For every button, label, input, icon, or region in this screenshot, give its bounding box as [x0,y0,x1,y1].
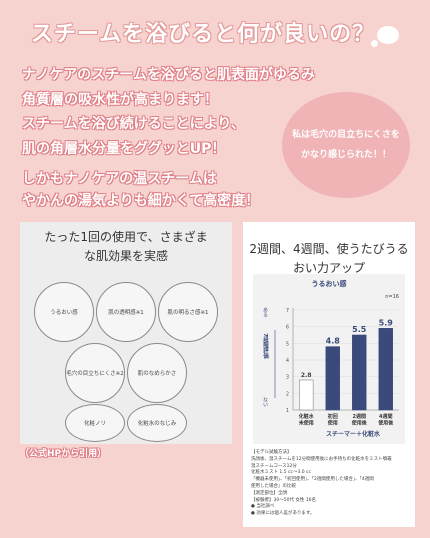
note-line: 【被験者】30～50代 女性 16名 [251,497,317,503]
note-line: ● 当社調べ [251,504,275,510]
y-label-top: ある [262,307,268,317]
note-line: ● 効果には個人差があります。 [251,511,315,517]
x-tick-label: 初回 [328,413,338,420]
notes: 【モデル試験方法】 洗顔後、温スチームを12分間使用後にお手持ちの化粧水をミスト… [251,450,411,518]
note-line: 【モデル試験方法】 [251,450,292,455]
bar [299,379,314,411]
bar-value-label: 5.5 [352,325,367,334]
effect-clarity: 肌の透明感※1 [96,282,156,342]
x-tick-label: 2週間 [353,413,366,420]
effect-makeup: 化粧ノリ [65,404,125,442]
note-line: 【測定部位】全顔 [251,490,287,496]
effect-lotion: 化粧水のなじみ [127,404,187,442]
effects-panel: たった1回の使用で、さまざま な肌効果を実感 うるおい感 肌の透明感※1 肌の明… [20,222,232,444]
moisture-title-line: 2週間、4週間、使うたびうる [249,242,409,256]
effects-panel-title: たった1回の使用で、さまざま な肌効果を実感 [20,228,232,266]
quote-line: かなり感じられた！！ [300,150,391,160]
thought-bubble-icon [371,26,400,47]
moisture-panel-title: 2週間、4週間、使うたびうる おい力アップ [243,240,415,278]
effect-smoothness: 肌のなめらかさ [127,343,187,403]
effects-title-line: たった1回の使用で、さまざま [44,230,208,244]
intro-text: ナノケアのスチームを浴びると肌表面がゆるみ 角質層の吸水性が高まります！ スチー… [22,63,315,161]
effects-title-line: な肌効果を実感 [83,249,168,263]
chart-n-label: n=16 [385,294,399,300]
y-tick-label: 3 [286,375,289,381]
effect-moisture: うるおい感 [34,282,94,342]
y-tick-label: 2 [286,391,289,397]
moisture-chart: うるおい感n=161234567ある7段階評価ない2.8化粧水未使用4.8初回使… [262,279,399,438]
bar [352,334,367,411]
intro-line: スチームを浴び続けることにより、 [22,116,245,132]
y-tick-label: 5 [286,341,289,347]
intro2-text: しかもナノケアの温スチームは やかんの湯気よりも細かくて高密度！ [22,168,292,212]
bar [325,346,340,411]
x-axis-label: スチーマー＋化粧水 [326,430,381,438]
y-tick-label: 4 [286,358,289,364]
note-line: 使用した場合」の比較 [251,483,296,489]
x-tick-label: 使用後 [377,420,394,427]
x-tick-label: 使用 [327,420,338,427]
y-label-bottom: ない [262,397,268,407]
x-tick-label: 使用後 [351,420,368,427]
intro-line: 角質層の吸水性が高まります！ [22,91,218,108]
x-tick-label: 化粧水 [299,413,315,420]
bar-value-label: 5.9 [379,318,394,327]
page-title: スチームを浴びると何が良いの？ [0,16,430,48]
bar-value-label: 4.8 [326,337,341,346]
note-line: 洗顔後、温スチームを12分間使用後にお手持ちの化粧水をミスト噴霧 [251,456,392,462]
x-tick-label: 未使用 [298,420,314,427]
intro-line: 肌の角層水分量をググッとUP！ [22,140,226,157]
note-line: 「機器未使用」、「初回使用」、「2週間使用した場合」、「4週間 [251,477,374,483]
chart-box: うるおい感 n=16 1 2 3 4 5 6 7 ある 7段階評価 ない 2.8 化粧水 未使用 4.8 初回使… [253,274,405,444]
intro2-line: しかもナノケアの温スチームは [22,171,217,187]
bar-value-label: 2.8 [301,372,312,379]
effect-pores: 毛穴の目立ちにくさ※2 [65,343,125,403]
effect-brightness: 肌の明るさ感※1 [158,282,218,342]
intro-line: ナノケアのスチームを浴びると肌表面がゆるみ [22,67,315,83]
y-tick-label: 7 [286,308,289,314]
credit-text: （公式HPから引用） [20,449,107,459]
bar [378,328,393,411]
moisture-panel: 2週間、4週間、使うたびうる おい力アップ うるおい感 n=16 1 2 3 4 5 6 7 ある… [243,222,415,527]
y-label-mid: 7段階評価 [262,333,270,360]
moisture-title-line: おい力アップ [292,261,365,275]
y-tick-label: 1 [286,408,289,414]
note-line: 化粧水ミスト 1.5 cc～3.0 cc [251,470,312,476]
intro2-line: やかんの湯気よりも細かくて高密度！ [22,193,260,209]
chart-title: うるおい感 [312,279,347,288]
quote-line: 私は毛穴の目立ちにくさを [292,130,400,140]
quote-circle: 私は毛穴の目立ちにくさを かなり感じられた！！ [282,92,410,198]
note-line: 温スチームコース12分 [251,463,297,469]
x-tick-label: 4週間 [379,413,392,420]
y-tick-label: 6 [286,325,289,331]
